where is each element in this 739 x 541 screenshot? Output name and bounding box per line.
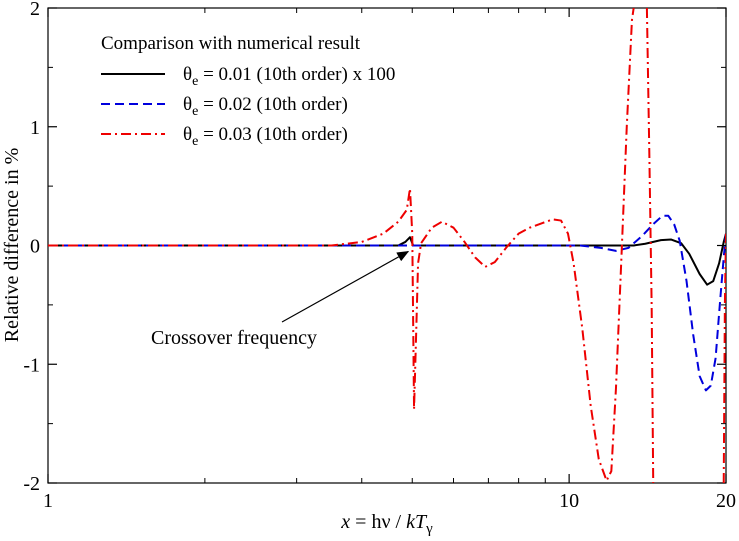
y-axis-label: Relative difference in % (1, 148, 23, 343)
y-tick-label: 1 (30, 117, 40, 139)
y-tick-label: -1 (23, 354, 40, 376)
annotation-text: Crossover frequency (151, 327, 317, 349)
series-line-2 (48, 214, 726, 392)
y-tick-label: 2 (30, 0, 40, 20)
x-tick-label: 1 (43, 490, 53, 512)
y-tick-label: -2 (23, 473, 40, 495)
annotation-arrow (281, 250, 410, 323)
y-tick-label: 0 (30, 236, 40, 258)
legend-subscript: e (192, 134, 198, 149)
x-axis-label: x = hν / kTγ (340, 511, 433, 537)
x-label-kt: kT (406, 511, 428, 533)
legend-rest: = 0.03 (10th order) (198, 124, 348, 145)
legend-rest: = 0.02 (10th order) (198, 94, 348, 115)
legend-rest: = 0.01 (10th order) x 100 (198, 64, 395, 85)
legend: Comparison with numerical result θe = 0.… (101, 33, 395, 149)
legend-subscript: e (192, 74, 198, 89)
crossover-annotation: Crossover frequency (151, 250, 410, 349)
legend-theta: θ (183, 124, 192, 145)
x-label-slash: / (391, 511, 407, 533)
legend-theta: θ (183, 94, 192, 115)
legend-subscript: e (192, 104, 198, 119)
legend-label-3: θe = 0.03 (10th order) (183, 124, 348, 149)
tick-labels: 1 10 20 -2 -1 0 1 2 (23, 0, 736, 512)
series-line-3 (48, 8, 726, 483)
series-lines (48, 8, 726, 483)
x-label-eq: = h (350, 511, 381, 533)
x-label-x: x (340, 511, 350, 533)
series-line-1 (48, 233, 726, 286)
x-tick-label: 10 (559, 490, 579, 512)
legend-label-1: θe = 0.01 (10th order) x 100 (183, 64, 395, 89)
x-label-nu: ν (381, 511, 390, 533)
legend-title: Comparison with numerical result (101, 33, 361, 54)
x-label-sub: γ (425, 521, 433, 537)
legend-label-2: θe = 0.02 (10th order) (183, 94, 348, 119)
x-tick-label: 20 (716, 490, 736, 512)
legend-theta: θ (183, 64, 192, 85)
